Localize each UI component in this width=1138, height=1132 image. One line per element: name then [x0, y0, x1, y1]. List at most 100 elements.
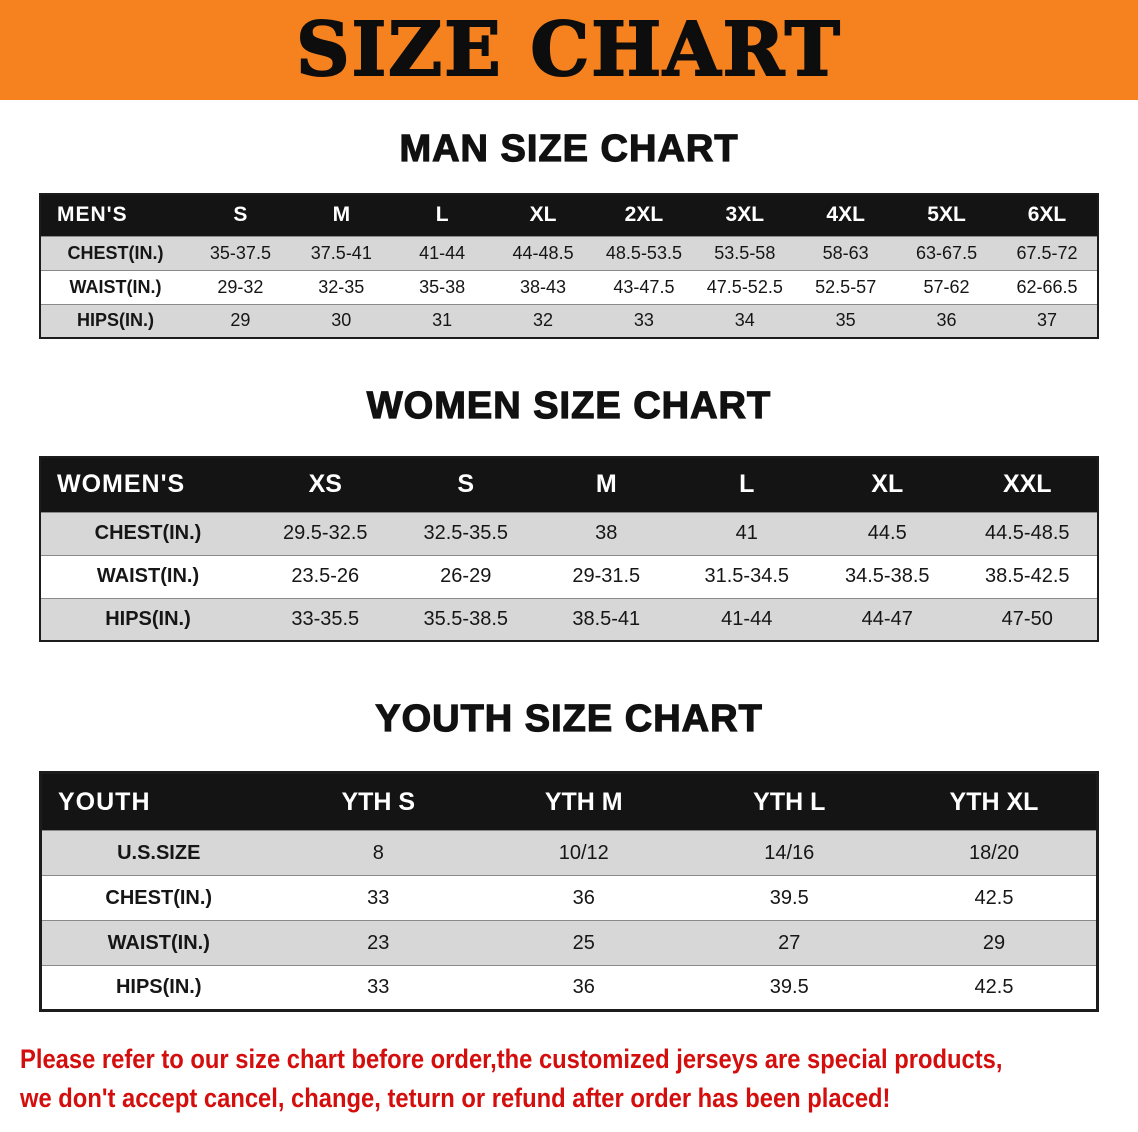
disclaimer: Please refer to our size chart before or…: [20, 1040, 1138, 1118]
table-row: WAIST(IN.) 23.5-26 26-29 29-31.5 31.5-34.5 34…: [40, 555, 1098, 598]
row-label: WAIST(IN.): [69, 276, 162, 297]
table-row: HIPS(IN.) 29 30 31 32 33 34 35 36 37: [40, 304, 1098, 338]
size-value: 63-67.5: [916, 242, 978, 263]
size-column-header: XXL: [957, 457, 1098, 512]
size-value: 47.5-52.5: [706, 276, 783, 297]
size-value: 29.5-32.5: [282, 522, 368, 544]
table-header-row: WOMEN'S XS S M L XL XXL: [40, 457, 1098, 512]
size-value: 62-66.5: [1016, 276, 1078, 297]
size-column-header: XL: [492, 194, 594, 236]
women-size-table: WOMEN'S XS S M L XL XXL CHEST(IN.) 29.5-32.5 32.5…: [39, 456, 1099, 642]
disclaimer-line-1: Please refer to our size chart before or…: [20, 1044, 1003, 1074]
size-value: 10/12: [558, 841, 609, 864]
size-value: 57-62: [923, 276, 970, 297]
table-corner-label: WOMEN'S: [40, 457, 255, 512]
size-value: 30: [331, 310, 352, 331]
size-value: 42.5: [974, 886, 1014, 909]
page-title: SIZE CHART: [295, 6, 842, 94]
size-value: 34.5-38.5: [844, 565, 930, 587]
size-value: 41-44: [419, 242, 466, 263]
size-value: 41: [735, 522, 758, 544]
size-value: 29: [982, 931, 1006, 954]
banner: SIZE CHART: [0, 0, 1138, 100]
size-column-header: S: [395, 457, 536, 512]
size-value: 29-32: [217, 276, 264, 297]
row-label: WAIST(IN.): [107, 931, 210, 954]
size-column-header: YTH L: [686, 772, 892, 831]
size-column-header: L: [391, 194, 493, 236]
table-header-row: MEN'S S M L XL 2XL 3XL 4XL 5XL 6XL: [40, 194, 1098, 236]
size-value: 31.5-34.5: [704, 565, 789, 587]
size-value: 48.5-53.5: [605, 242, 682, 263]
size-value: 33: [633, 310, 654, 331]
size-value: 39.5: [769, 886, 809, 909]
size-value: 35: [835, 310, 856, 331]
size-value: 25: [572, 931, 595, 954]
row-label: CHEST(IN.): [67, 242, 164, 263]
size-column-header: L: [676, 457, 817, 512]
table-row: WAIST(IN.) 23 25 27 29: [40, 920, 1098, 966]
size-value: 37: [1036, 310, 1058, 331]
disclaimer-line-2: we don't accept cancel, change, teturn o…: [20, 1083, 891, 1113]
size-value: 38.5-41: [572, 607, 641, 630]
size-value: 23.5-26: [291, 565, 360, 587]
row-label: WAIST(IN.): [96, 565, 200, 587]
row-label: HIPS(IN.): [115, 976, 202, 998]
size-value: 53.5-58: [714, 242, 776, 263]
size-value: 33: [367, 976, 390, 998]
size-column-header: 5XL: [896, 194, 997, 236]
size-value: 36: [572, 976, 595, 998]
table-row: WAIST(IN.) 29-32 32-35 35-38 38-43 43-47.5 47.…: [40, 270, 1098, 304]
size-value: 29: [230, 310, 251, 331]
size-column-header: S: [190, 194, 291, 236]
size-column-header: M: [536, 457, 677, 512]
size-value: 58-63: [822, 242, 869, 263]
size-column-header: XL: [817, 457, 958, 512]
men-section-heading: MAN SIZE CHART: [399, 127, 739, 170]
size-value: 38-43: [520, 276, 567, 297]
size-value: 67.5-72: [1016, 242, 1078, 263]
table-row: HIPS(IN.) 33 36 39.5 42.5: [40, 965, 1098, 1011]
size-column-header: YTH XL: [892, 772, 1098, 831]
row-label: CHEST(IN.): [105, 886, 213, 909]
table-row: CHEST(IN.) 35-37.5 37.5-41 41-44 44-48.5 48.5…: [40, 236, 1098, 270]
youth-size-table: YOUTH YTH S YTH M YTH L YTH XL U.S.SIZE 8 10/12…: [39, 771, 1099, 1012]
size-value: 42.5: [974, 976, 1014, 998]
table-corner-label: YOUTH: [40, 772, 276, 831]
size-value: 31: [432, 310, 453, 331]
size-value: 44.5: [867, 522, 907, 544]
size-value: 35.5-38.5: [423, 607, 508, 630]
youth-size-section: YOUTH SIZE CHART YOUTH YTH S YTH M YTH L YTH…: [0, 697, 1138, 1012]
size-value: 36: [572, 886, 595, 909]
size-value: 18/20: [968, 841, 1020, 864]
size-value: 44-48.5: [512, 242, 574, 263]
row-label: HIPS(IN.): [105, 607, 191, 630]
row-label: HIPS(IN.): [76, 310, 154, 331]
size-column-header: XS: [255, 457, 396, 512]
men-size-table: MEN'S S M L XL 2XL 3XL 4XL 5XL 6XL CHEST(IN.) 35-37…: [39, 193, 1099, 339]
table-header-row: YOUTH YTH S YTH M YTH L YTH XL: [40, 772, 1098, 831]
size-column-header: M: [290, 194, 392, 236]
size-value: 34: [734, 310, 755, 331]
size-column-header: YTH M: [481, 772, 687, 831]
size-value: 23: [367, 931, 390, 954]
size-value: 35-38: [419, 276, 466, 297]
size-value: 26-29: [440, 565, 492, 587]
men-size-section: MAN SIZE CHART MEN'S S M L XL 2XL 3XL 4XL 5XL 6XL…: [0, 127, 1138, 339]
size-value: 27: [778, 931, 801, 954]
size-value: 52.5-57: [815, 276, 877, 297]
size-column-header: 3XL: [694, 194, 796, 236]
table-row: CHEST(IN.) 33 36 39.5 42.5: [40, 875, 1098, 921]
size-value: 38.5-42.5: [984, 565, 1070, 587]
size-column-header: YTH S: [275, 772, 481, 831]
size-value: 44-47: [861, 607, 913, 630]
size-value: 38: [595, 522, 618, 544]
size-value: 33: [367, 886, 390, 909]
table-row: CHEST(IN.) 29.5-32.5 32.5-35.5 38 41 44.5 44.5…: [40, 512, 1098, 555]
size-value: 8: [372, 841, 384, 864]
table-row: U.S.SIZE 8 10/12 14/16 18/20: [40, 830, 1098, 876]
youth-section-heading: YOUTH SIZE CHART: [375, 697, 763, 740]
women-section-heading: WOMEN SIZE CHART: [366, 384, 772, 427]
size-value: 37.5-41: [310, 242, 372, 263]
